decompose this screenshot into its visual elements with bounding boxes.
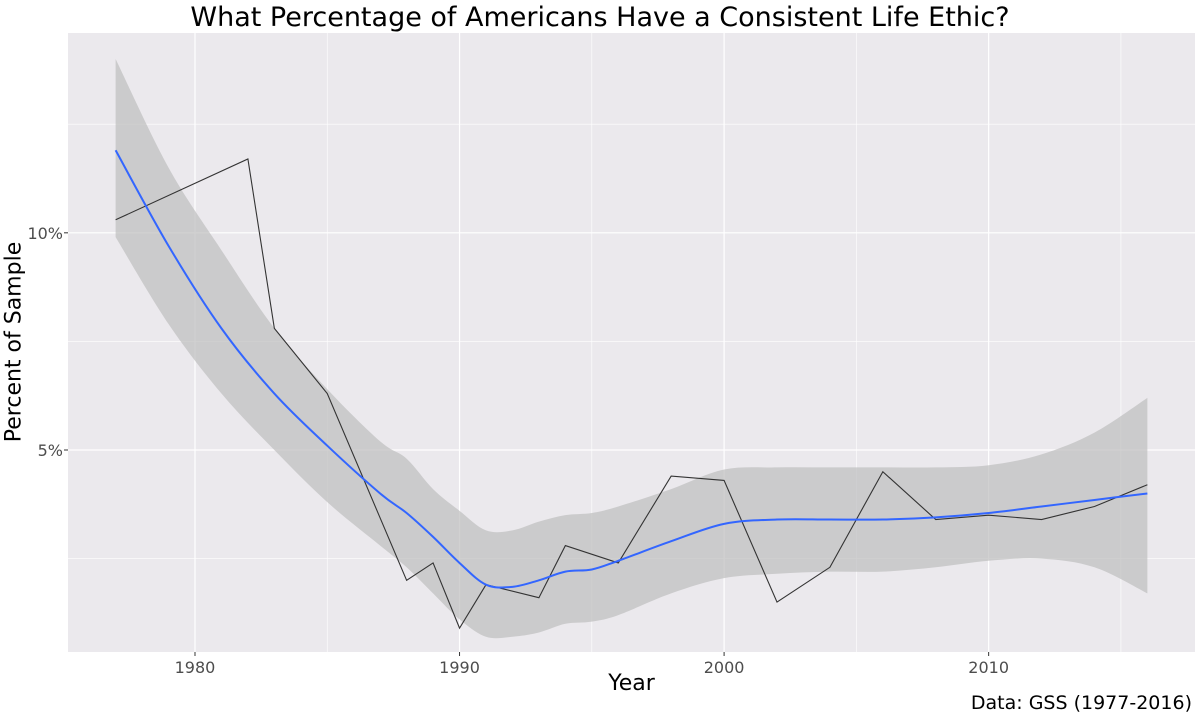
- y-axis: 5% 10%: [27, 224, 68, 460]
- chart-caption: Data: GSS (1977-2016): [970, 692, 1192, 714]
- x-axis: 1980 1990 2000 2010: [175, 652, 1009, 677]
- confidence-ribbon: [115, 59, 1148, 639]
- x-tick-label: 1980: [175, 658, 216, 677]
- raw-series-line: [115, 158, 1148, 630]
- y-tick-label: 10%: [27, 224, 63, 243]
- y-axis-label: Percent of Sample: [1, 241, 27, 443]
- chart-title: What Percentage of Americans Have a Cons…: [190, 2, 1010, 33]
- x-tick-label: 1990: [439, 658, 480, 677]
- x-tick-label: 2010: [968, 658, 1009, 677]
- x-tick-label: 2000: [704, 658, 745, 677]
- smoothed-trend-line: [114, 149, 1148, 589]
- x-axis-label: Year: [608, 671, 655, 696]
- y-tick-label: 5%: [38, 441, 63, 460]
